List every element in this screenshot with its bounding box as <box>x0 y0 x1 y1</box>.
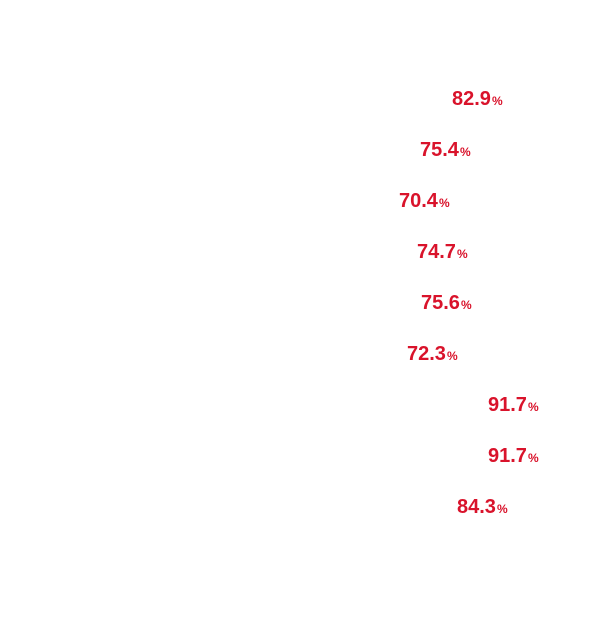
value-number: 91.7 <box>488 394 527 416</box>
value-label: 70.4% <box>399 191 450 211</box>
value-number: 91.7 <box>488 445 527 467</box>
value-number: 84.3 <box>457 496 496 518</box>
value-unit: % <box>527 400 539 414</box>
value-unit: % <box>496 502 508 516</box>
value-label: 72.3% <box>407 344 458 364</box>
value-unit: % <box>527 451 539 465</box>
value-number: 75.6 <box>421 292 460 314</box>
value-number: 70.4 <box>399 190 438 212</box>
value-number: 74.7 <box>417 241 456 263</box>
value-unit: % <box>456 247 468 261</box>
value-label: 91.7% <box>488 446 539 466</box>
value-label: 74.7% <box>417 242 468 262</box>
value-label: 82.9% <box>452 89 503 109</box>
value-label: 75.6% <box>421 293 472 313</box>
value-unit: % <box>491 94 503 108</box>
value-unit: % <box>438 196 450 210</box>
value-number: 72.3 <box>407 343 446 365</box>
value-unit: % <box>460 298 472 312</box>
value-unit: % <box>459 145 471 159</box>
value-label: 75.4% <box>420 140 471 160</box>
value-label: 84.3% <box>457 497 508 517</box>
value-number: 82.9 <box>452 88 491 110</box>
value-unit: % <box>446 349 458 363</box>
value-label: 91.7% <box>488 395 539 415</box>
value-number: 75.4 <box>420 139 459 161</box>
